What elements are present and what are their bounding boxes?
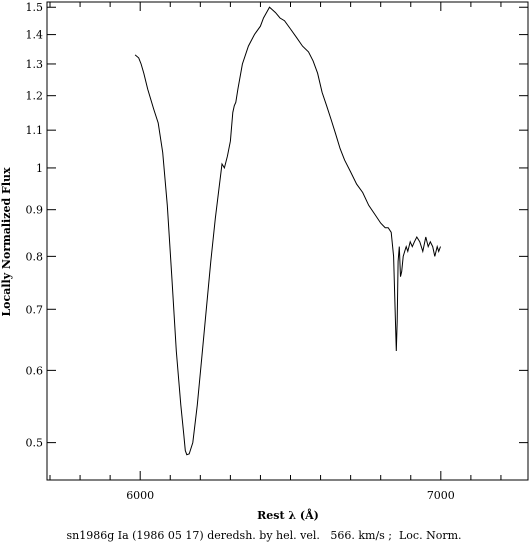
- y-tick-label: 0.8: [26, 250, 44, 263]
- y-tick-label: 1.1: [26, 124, 44, 137]
- axis-ticks: [47, 2, 528, 480]
- y-tick-label: 1: [36, 162, 43, 175]
- y-tick-label: 0.5: [26, 437, 44, 450]
- spectrum-line: [134, 6, 441, 456]
- axis-tick-labels: 6000 7000 0.5 0.6 0.7 0.8 0.9 1 1.1 1.2 1.3 1.4 1.5: [26, 1, 455, 502]
- x-tick-label: 6000: [126, 489, 154, 502]
- plot-frame: [46, 1, 529, 481]
- y-tick-label: 1.3: [26, 58, 44, 71]
- x-tick-label: 7000: [427, 489, 455, 502]
- y-tick-label: 1.4: [26, 29, 44, 42]
- y-tick-label: 0.6: [26, 364, 44, 377]
- x-axis-label: Rest λ (Å): [257, 508, 319, 522]
- y-tick-label: 1.5: [26, 1, 44, 14]
- y-tick-label: 0.9: [26, 204, 44, 217]
- y-tick-label: 0.7: [26, 303, 44, 316]
- caption: sn1986g Ia (1986 05 17) deredsh. by hel.…: [66, 529, 461, 542]
- y-tick-label: 1.2: [26, 90, 44, 103]
- y-axis-label: Locally Normalized Flux: [0, 167, 13, 317]
